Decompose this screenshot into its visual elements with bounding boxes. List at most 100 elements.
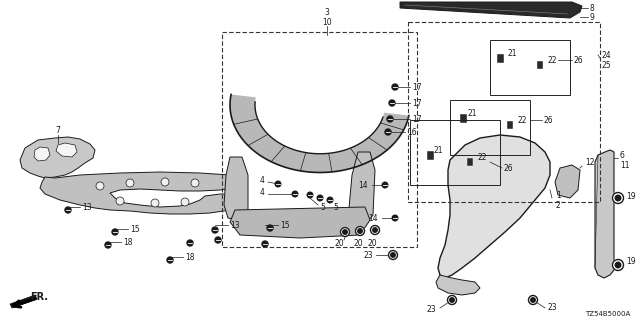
Bar	[410, 120, 500, 185]
Text: 22: 22	[518, 116, 527, 124]
Text: 3: 3	[324, 7, 330, 17]
Polygon shape	[56, 143, 77, 157]
Polygon shape	[40, 172, 244, 214]
Circle shape	[387, 116, 393, 122]
Text: 21: 21	[434, 146, 444, 155]
Text: 4: 4	[260, 188, 265, 196]
Polygon shape	[230, 207, 370, 238]
Bar	[467, 158, 473, 166]
Circle shape	[612, 193, 623, 204]
Text: FR.: FR.	[30, 292, 48, 302]
Text: 1: 1	[556, 190, 561, 199]
Circle shape	[181, 198, 189, 206]
Circle shape	[215, 237, 221, 243]
Polygon shape	[555, 165, 580, 198]
Text: 14: 14	[358, 180, 368, 189]
Text: 8: 8	[590, 4, 595, 12]
Text: 19: 19	[626, 191, 636, 201]
Text: 25: 25	[602, 60, 612, 69]
Circle shape	[161, 178, 169, 186]
Bar	[537, 61, 543, 69]
Text: 23: 23	[426, 306, 436, 315]
Bar	[408, 22, 600, 202]
Text: 9: 9	[590, 12, 595, 21]
Text: 2: 2	[556, 201, 561, 210]
Circle shape	[531, 298, 535, 302]
Polygon shape	[20, 137, 95, 178]
Text: 26: 26	[504, 164, 514, 172]
Text: 17: 17	[412, 99, 422, 108]
Bar	[222, 32, 417, 247]
Text: 22: 22	[548, 55, 557, 65]
Text: 18: 18	[123, 237, 132, 246]
Circle shape	[187, 240, 193, 246]
Circle shape	[212, 227, 218, 233]
Text: 26: 26	[574, 55, 584, 65]
Text: 18: 18	[185, 252, 195, 261]
Polygon shape	[230, 94, 409, 172]
Circle shape	[382, 182, 388, 188]
Circle shape	[307, 192, 313, 198]
Circle shape	[340, 228, 349, 236]
Text: 15: 15	[280, 220, 290, 229]
Circle shape	[327, 197, 333, 203]
Circle shape	[267, 225, 273, 231]
Text: 17: 17	[412, 115, 422, 124]
Text: 14: 14	[369, 213, 378, 222]
Bar	[507, 121, 513, 129]
Polygon shape	[436, 275, 480, 295]
Bar	[460, 114, 467, 123]
Circle shape	[112, 229, 118, 235]
Polygon shape	[349, 152, 375, 225]
Text: 16: 16	[407, 127, 417, 137]
Circle shape	[167, 257, 173, 263]
Circle shape	[65, 207, 71, 213]
Text: 23: 23	[364, 251, 373, 260]
Circle shape	[358, 229, 362, 233]
Circle shape	[105, 242, 111, 248]
Circle shape	[615, 195, 621, 201]
Text: 23: 23	[547, 303, 557, 313]
Circle shape	[447, 295, 456, 305]
Polygon shape	[400, 2, 582, 18]
Text: 26: 26	[544, 116, 554, 124]
Text: 20: 20	[334, 238, 344, 247]
Circle shape	[529, 295, 538, 305]
Text: 6: 6	[620, 150, 625, 159]
Text: 20: 20	[353, 238, 363, 247]
Bar	[426, 150, 433, 159]
Circle shape	[262, 241, 268, 247]
Polygon shape	[595, 150, 614, 278]
Text: 7: 7	[56, 125, 60, 134]
Polygon shape	[34, 147, 50, 161]
Circle shape	[343, 230, 348, 234]
Circle shape	[372, 228, 377, 232]
Polygon shape	[10, 295, 37, 308]
Circle shape	[450, 298, 454, 302]
Polygon shape	[224, 157, 248, 220]
Text: 17: 17	[412, 83, 422, 92]
Bar	[450, 100, 530, 155]
Circle shape	[612, 260, 623, 270]
Circle shape	[317, 195, 323, 201]
Circle shape	[389, 100, 395, 106]
Circle shape	[392, 215, 398, 221]
Text: 22: 22	[478, 153, 488, 162]
Circle shape	[385, 129, 391, 135]
Circle shape	[116, 197, 124, 205]
Text: 4: 4	[260, 175, 265, 185]
Text: 15: 15	[130, 225, 140, 234]
Circle shape	[391, 253, 396, 257]
Text: 11: 11	[620, 161, 630, 170]
Text: 12: 12	[585, 157, 595, 166]
Text: 5: 5	[320, 203, 325, 212]
Circle shape	[371, 226, 380, 235]
Circle shape	[615, 262, 621, 268]
Text: 5: 5	[333, 203, 338, 212]
Circle shape	[392, 84, 398, 90]
Circle shape	[96, 182, 104, 190]
Bar	[490, 40, 570, 95]
Text: TZ54B5000A: TZ54B5000A	[585, 311, 630, 317]
Text: 13: 13	[82, 203, 92, 212]
Circle shape	[191, 179, 199, 187]
